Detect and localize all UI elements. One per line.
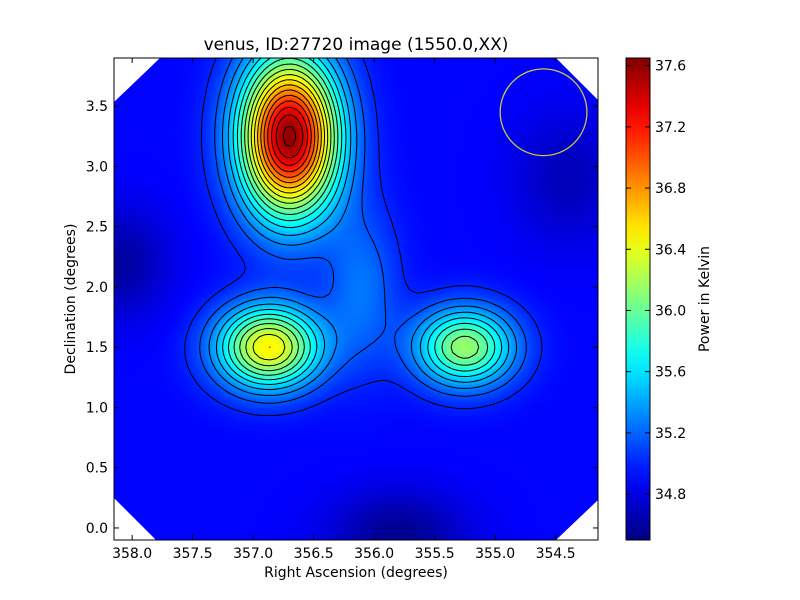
x-tick-label: 355.0 (475, 546, 515, 562)
contour-line (254, 79, 325, 348)
x-axis-label: Right Ascension (degrees) (264, 565, 448, 581)
contour-line (263, 94, 316, 178)
plot-frame (113, 57, 599, 541)
x-tick-label: 358.0 (112, 546, 152, 562)
colorbar-gradient (625, 57, 651, 541)
contour-line (208, 58, 518, 396)
colorbar-tick-label: 37.2 (655, 120, 686, 136)
colorbar-tick-label: 36.4 (655, 242, 686, 258)
x-tick-label: 357.5 (173, 546, 213, 562)
intensity-map (114, 58, 598, 540)
contour-line (257, 84, 322, 189)
y-tick-label: 0.5 (86, 461, 108, 477)
chart-title: venus, ID:27720 image (1550.0,XX) (204, 35, 509, 55)
x-axis-ticks: 358.0 357.5 357.0 356.5 356.0 355.5 355.0 354.5 (112, 58, 576, 562)
colorbar-tick-label: 35.6 (655, 365, 686, 381)
y-tick-label: 2.5 (86, 220, 108, 236)
y-tick-label: 2.0 (86, 280, 108, 296)
y-tick-label: 0.0 (86, 521, 108, 537)
colorbar-tick-label: 35.2 (655, 426, 686, 442)
contour-line (199, 58, 527, 404)
contour-line (215, 58, 510, 391)
colorbar-tick-label: 37.6 (655, 59, 686, 75)
y-axis-label: Declination (degrees) (63, 224, 79, 375)
y-tick-label: 3.0 (86, 159, 108, 175)
contour-line (260, 89, 319, 184)
plot-area: 358.0 357.5 357.0 356.5 356.0 355.5 355.0 354.5… (86, 57, 599, 562)
colorbar-tick-label: 36.8 (655, 181, 686, 197)
colorbar-ticks: 34.8 35.2 35.6 36.0 36.4 36.8 37.2 37.6 (626, 59, 686, 503)
contour-line (227, 58, 496, 381)
colorbar-label: Power in Kelvin (697, 246, 713, 352)
contour-line (245, 68, 332, 367)
x-tick-label: 355.5 (415, 546, 455, 562)
beam-circle (499, 68, 588, 157)
contour-line (184, 58, 543, 417)
contour-line (233, 58, 489, 376)
colorbar-tick-label: 34.8 (655, 487, 686, 503)
x-tick-label: 354.5 (536, 546, 576, 562)
colorbar: 34.8 35.2 35.6 36.0 36.4 36.8 37.2 37.6 Power i… (625, 57, 713, 541)
contour-line (275, 114, 304, 159)
contour-line (239, 63, 480, 372)
y-tick-label: 3.5 (86, 99, 108, 115)
contour-line (222, 58, 503, 385)
contour-lines (184, 58, 543, 417)
y-tick-label: 1.5 (86, 340, 108, 356)
contour-line (267, 100, 312, 173)
y-axis-ticks: 0.0 0.5 1.0 1.5 2.0 2.5 3.0 3.5 (86, 99, 598, 537)
x-tick-label: 356.5 (294, 546, 334, 562)
contour-line (283, 125, 297, 147)
y-tick-label: 1.0 (86, 400, 108, 416)
x-tick-label: 356.0 (354, 546, 394, 562)
colorbar-tick-label: 36.0 (655, 303, 686, 319)
contour-line (250, 74, 329, 361)
x-tick-label: 357.0 (233, 546, 273, 562)
contour-line (271, 106, 308, 166)
